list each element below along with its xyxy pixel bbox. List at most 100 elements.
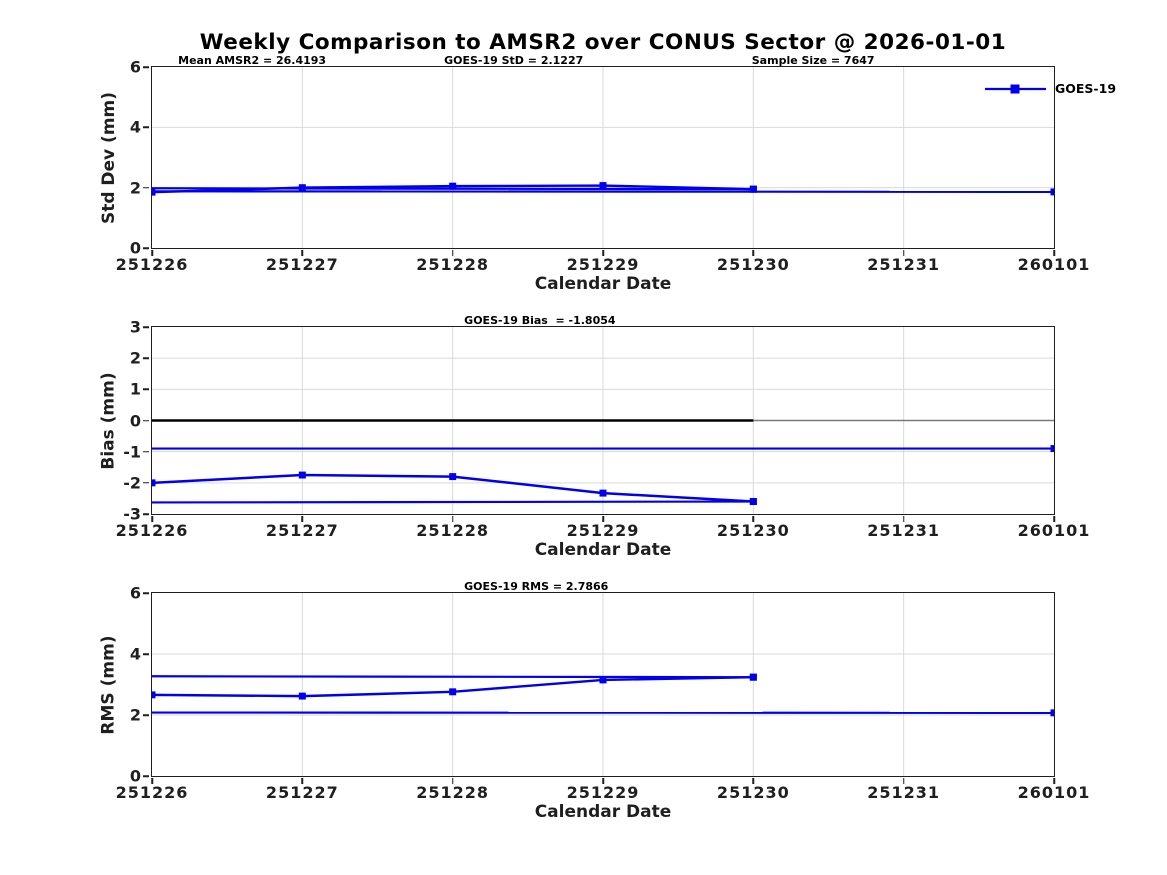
y-tick-label: -1 [123,442,141,462]
y-axis-label-text: Std Dev (mm) [99,91,120,224]
marker-goes19-flat-to-251230 [749,673,757,681]
axes-stddev: 251226 251227 251228 251229 251230 251231 2601… [99,54,1089,294]
y-tick [143,513,149,515]
marker-goes19-flat-to-251230 [749,185,757,193]
y-tick-label: 0 [129,238,141,258]
y-tick-label: -2 [123,473,141,493]
x-tick-label: 251228 [416,783,490,802]
annotation: Mean AMSR2 = 26.4193 [178,54,327,67]
y-tick [143,714,149,716]
x-tick-label: 251230 [716,783,790,802]
x-tick-label: 251231 [867,783,941,802]
annotation: Sample Size = 7647 [751,54,875,67]
x-axis-label: Calendar Date [534,802,672,822]
y-tick [143,775,149,777]
y-tick-label: -3 [123,504,141,524]
x-tick-label: 251227 [265,783,339,802]
x-tick-label: 260101 [1017,255,1091,274]
x-tick-label: 251231 [867,255,941,274]
marker-goes19-daily [152,691,156,699]
x-tick [902,515,905,522]
x-tick [602,249,604,256]
marker-goes19-flat-to-260101 [1050,188,1054,196]
y-tick [143,326,149,328]
y-axis-label-text: RMS (mm) [99,634,120,735]
x-tick [1053,515,1055,522]
series-goes19-flat-to-260101 [152,190,1054,193]
marker-goes19-daily [599,182,607,190]
annotation: GOES-19 Bias = -1.8054 [464,314,616,327]
x-tick-label: 251227 [265,255,339,274]
chart-title: Weekly Comparison to AMSR2 over CONUS Se… [199,30,1007,55]
legend-line-sample [985,84,1046,93]
y-tick-label: 2 [129,178,141,198]
plot-area-bias [152,327,1054,514]
x-axis-label: Calendar Date [534,540,672,560]
y-tick [143,126,149,129]
marker-goes19-daily [449,473,457,481]
x-tick-label: 251230 [716,255,790,274]
x-tick-label: 251228 [416,255,490,274]
y-tick-label: 6 [129,57,141,77]
x-tick-label: 251231 [867,521,941,540]
x-tick [752,249,755,256]
marker-goes19-daily [449,182,457,190]
y-tick [143,592,149,594]
x-tick [752,777,755,784]
x-tick [602,515,604,522]
legend-marker [1010,84,1020,93]
axes-rms: 251226 251227 251228 251229 251230 251231 2601… [99,580,1089,822]
series-goes19-flat-to-251230 [152,675,754,679]
y-tick-label: 0 [129,766,141,786]
x-tick-label: 260101 [1017,783,1091,802]
x-tick [902,249,905,256]
marker-goes19-daily [152,479,156,487]
x-tick [1053,249,1055,256]
x-tick [301,249,304,256]
x-tick-label: 251227 [265,521,339,540]
x-tick [451,777,454,784]
series-goes19-flat-to-251230 [152,500,754,504]
x-tick [151,777,153,784]
y-tick [143,388,149,391]
marker-goes19-flat-to-260101 [1050,709,1054,717]
x-tick-label: 260101 [1017,521,1091,540]
y-tick-label: 0 [129,411,141,430]
marker-goes19-flat-to-251230 [749,498,757,505]
y-axis-label-text: Bias (mm) [99,371,120,470]
legend: GOES-19 [984,81,1116,96]
y-tick [143,247,149,249]
y-tick [143,66,149,68]
x-tick [602,777,604,784]
plot-area-rms [152,593,1054,776]
annotation: GOES-19 RMS = 2.7866 [464,580,609,593]
y-tick [143,482,149,484]
x-tick-label: 251230 [716,521,790,540]
x-axis-label: Calendar Date [534,274,672,294]
y-tick [143,450,149,453]
y-tick-label: 3 [129,317,141,337]
x-tick-label: 251228 [416,521,490,540]
x-tick-label: 251229 [566,255,640,274]
x-tick [902,777,905,784]
y-tick [143,357,149,359]
marker-goes19-daily [298,471,306,479]
x-tick [151,515,153,522]
legend-label: GOES-19 [1055,81,1117,96]
marker-goes19-daily [599,676,607,684]
x-tick [151,249,153,256]
marker-goes19-daily [599,489,607,497]
y-tick-label: 4 [129,644,141,664]
x-tick-label: 251226 [115,783,189,802]
series-goes19-flat-to-251230 [152,187,754,191]
y-tick-label: 2 [129,705,141,725]
x-tick-label: 251229 [566,521,640,540]
y-tick-label: 2 [129,348,141,368]
x-tick [752,515,755,522]
y-axis-label: Std Dev (mm) [99,67,120,248]
annotation: GOES-19 StD = 2.1227 [444,54,584,67]
marker-goes19-flat-to-260101 [1050,445,1054,453]
axes-bias: 251226 251227 251228 251229 251230 251231 2601… [99,314,1089,560]
x-tick [301,777,304,784]
y-tick [143,653,149,655]
